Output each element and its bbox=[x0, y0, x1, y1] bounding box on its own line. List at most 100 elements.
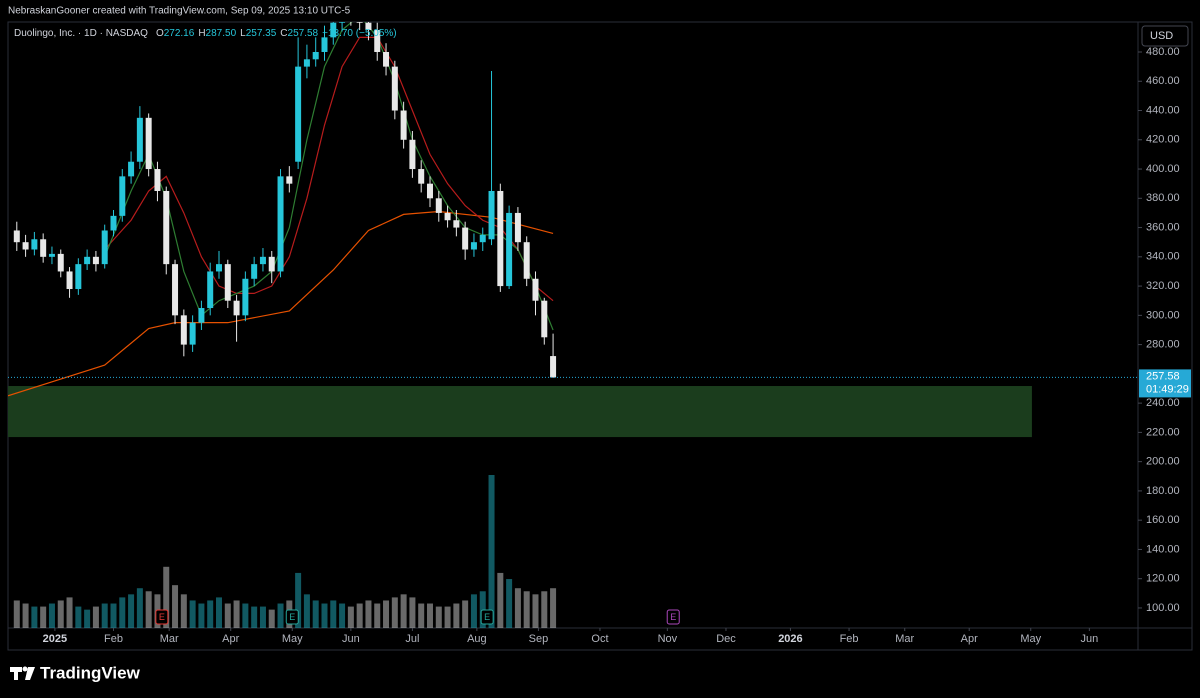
x-tick-label: May bbox=[282, 633, 303, 645]
y-tick-label: 440.00 bbox=[1146, 104, 1180, 116]
volume-bar bbox=[242, 603, 249, 628]
candle-body bbox=[92, 256, 99, 265]
candle-body bbox=[75, 264, 82, 290]
candle-body bbox=[409, 139, 416, 170]
x-tick-label: Dec bbox=[716, 633, 736, 645]
volume-bar bbox=[128, 594, 135, 628]
y-tick-label: 340.00 bbox=[1146, 251, 1180, 263]
volume-bar bbox=[66, 597, 73, 628]
x-tick-label: Jun bbox=[1080, 633, 1098, 645]
volume-bar bbox=[400, 594, 407, 628]
x-tick-label: 2025 bbox=[43, 633, 67, 645]
x-tick-label: Feb bbox=[104, 633, 123, 645]
x-tick-label: Aug bbox=[467, 633, 487, 645]
earnings-marker bbox=[285, 609, 299, 625]
volume-bar bbox=[119, 597, 126, 628]
frame bbox=[7, 21, 1193, 651]
volume-bar bbox=[136, 588, 143, 628]
earnings-label: E bbox=[484, 612, 490, 622]
volume-bar bbox=[233, 600, 240, 628]
last-price-box bbox=[1139, 369, 1191, 398]
overlay: 480.00 460.00 440.00 420.00 400.00 380.00 360.… bbox=[14, 28, 1191, 645]
y-tick-label: 300.00 bbox=[1146, 309, 1180, 321]
volume-bar bbox=[383, 600, 390, 628]
volume-bar bbox=[224, 603, 231, 628]
candle-body bbox=[13, 230, 20, 243]
brand: TradingView bbox=[40, 663, 141, 682]
legend-item: 257.35 bbox=[246, 28, 277, 39]
volume-bar bbox=[75, 606, 82, 628]
volume-bar bbox=[268, 609, 275, 628]
volume-bar bbox=[31, 606, 38, 628]
y-tick-label: 200.00 bbox=[1146, 456, 1180, 468]
volume-bar bbox=[532, 594, 539, 628]
legend-item: 257.58 bbox=[288, 28, 319, 39]
header-text: NebraskanGooner created with TradingView… bbox=[8, 6, 351, 17]
candle-body bbox=[57, 253, 64, 272]
y-tick-label: 360.00 bbox=[1146, 221, 1180, 233]
y-tick-label: 160.00 bbox=[1146, 514, 1180, 526]
volume-bar bbox=[435, 606, 442, 628]
y-tick-label: 240.00 bbox=[1146, 397, 1180, 409]
volume-bar bbox=[101, 603, 108, 628]
candle-body bbox=[550, 356, 557, 378]
y-tick-label: 420.00 bbox=[1146, 134, 1180, 146]
candle-body bbox=[259, 256, 266, 265]
candle-body bbox=[470, 242, 477, 250]
volume-bar bbox=[347, 606, 354, 628]
volume-bar bbox=[198, 603, 205, 628]
candle-body bbox=[40, 239, 47, 257]
candle-body bbox=[374, 30, 381, 52]
candle-body bbox=[198, 308, 205, 323]
volume-bar bbox=[514, 588, 521, 628]
volume-bar bbox=[57, 600, 64, 628]
y-tick-label: 180.00 bbox=[1146, 485, 1180, 497]
volume-bar bbox=[462, 600, 469, 628]
moving-average bbox=[104, 22, 554, 331]
volume-bar bbox=[541, 591, 548, 628]
legend-item: Duolingo, Inc. · 1D · NASDAQ bbox=[14, 28, 148, 39]
legend-item: O bbox=[156, 28, 164, 39]
earnings-marker bbox=[480, 609, 494, 625]
volume-bar bbox=[22, 603, 29, 628]
volume-bar bbox=[550, 588, 557, 628]
candle-body bbox=[189, 322, 196, 345]
x-tick-label: Feb bbox=[840, 633, 859, 645]
y-tick-label: 380.00 bbox=[1146, 192, 1180, 204]
y-tick-label: 400.00 bbox=[1146, 163, 1180, 175]
candle-body bbox=[497, 190, 504, 287]
volume-bar bbox=[391, 597, 398, 628]
candle-body bbox=[128, 161, 135, 177]
volume-bar bbox=[295, 572, 302, 628]
legend-item: H bbox=[198, 28, 205, 39]
volume-bar bbox=[374, 603, 381, 628]
y-tick-label: 460.00 bbox=[1146, 75, 1180, 87]
candle-body bbox=[532, 278, 539, 301]
x-tick-label: 2026 bbox=[778, 633, 802, 645]
candle-body bbox=[251, 264, 258, 279]
candle-body bbox=[435, 198, 442, 213]
candle-body bbox=[145, 117, 152, 170]
candle-body bbox=[391, 66, 398, 111]
volume-bar bbox=[444, 606, 451, 628]
y-tick-label: 480.00 bbox=[1146, 46, 1180, 58]
candle-body bbox=[479, 234, 486, 243]
volume-bar bbox=[453, 603, 460, 628]
volume-bar bbox=[40, 606, 47, 628]
legend-item: 272.16 bbox=[164, 28, 195, 39]
candle-body bbox=[268, 256, 275, 272]
volume-bar bbox=[110, 603, 117, 628]
volume-bar bbox=[497, 572, 504, 628]
candle-body bbox=[400, 110, 407, 140]
volume-bar bbox=[303, 594, 310, 628]
volume-bar bbox=[180, 594, 187, 628]
support-zone bbox=[8, 386, 1032, 438]
volume-bar bbox=[215, 597, 222, 628]
currency-box[interactable] bbox=[1141, 25, 1189, 47]
candle-body bbox=[31, 239, 38, 250]
volume-bar bbox=[13, 600, 20, 628]
candle-body bbox=[242, 278, 249, 316]
volume-bar bbox=[418, 603, 425, 628]
x-tick-label: Mar bbox=[895, 633, 914, 645]
